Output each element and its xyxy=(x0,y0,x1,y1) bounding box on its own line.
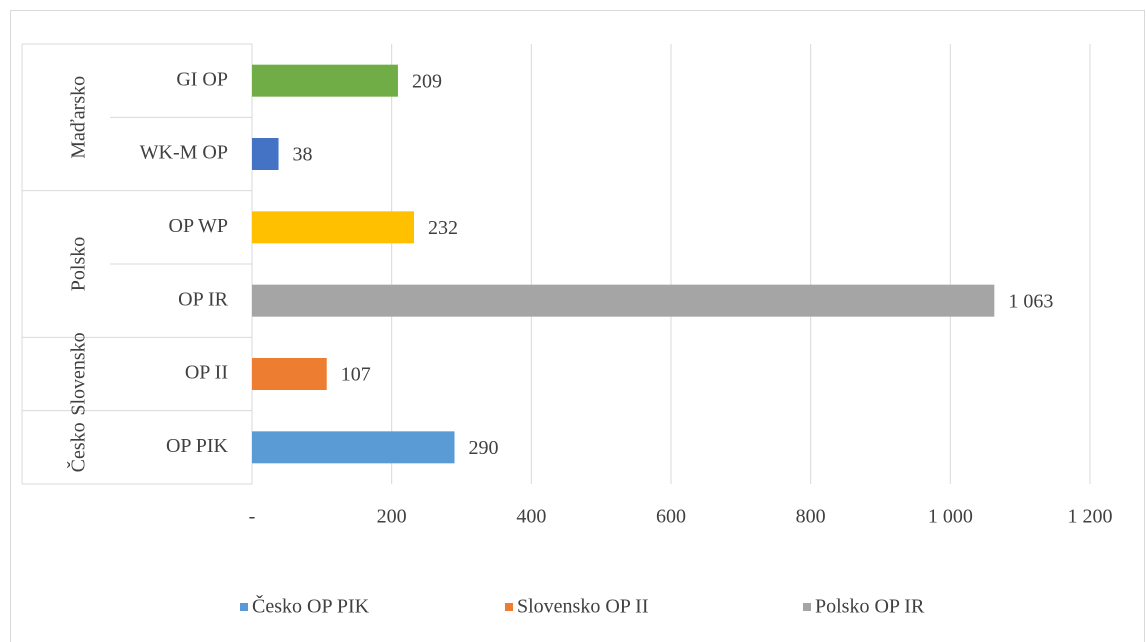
value-label: 209 xyxy=(412,70,442,92)
legend-label: Česko OP PIK xyxy=(252,594,370,618)
y-tick-label: OP II xyxy=(185,362,228,384)
bar xyxy=(252,138,279,170)
legend-label: Slovensko OP II xyxy=(517,596,648,618)
y-tick-label: OP IR xyxy=(178,288,228,310)
bar xyxy=(252,284,995,317)
y-tick-label: OP PIK xyxy=(166,435,229,457)
legend-swatch xyxy=(505,603,513,611)
legend-swatch xyxy=(803,603,811,611)
value-label: 232 xyxy=(428,217,458,239)
value-label: 38 xyxy=(293,144,313,166)
x-tick-label: 800 xyxy=(796,506,826,528)
y-tick-label: WK-M OP xyxy=(140,142,228,164)
value-label: 290 xyxy=(469,437,499,459)
x-tick-label: 400 xyxy=(516,506,546,528)
legend-label: Polsko OP IR xyxy=(815,596,925,618)
bar xyxy=(252,358,327,390)
value-label: 107 xyxy=(341,364,371,386)
bar xyxy=(252,431,455,464)
x-tick-label: 200 xyxy=(377,506,407,528)
y-tick-label: OP WP xyxy=(169,215,228,237)
group-label: Česko xyxy=(66,422,90,472)
x-tick-label: 600 xyxy=(656,506,686,528)
chart-border xyxy=(10,10,1145,642)
legend-swatch xyxy=(240,603,248,611)
x-tick-label: 1 000 xyxy=(928,506,973,528)
value-label: 1 063 xyxy=(1008,290,1053,312)
group-label: Maďarsko xyxy=(68,76,90,159)
bar xyxy=(252,211,415,244)
group-label: Polsko xyxy=(68,237,90,291)
group-label: Slovensko xyxy=(68,332,90,415)
x-tick-label: 1 200 xyxy=(1068,506,1113,528)
bar xyxy=(252,64,398,97)
y-tick-label: GI OP xyxy=(176,68,228,90)
x-tick-label: - xyxy=(249,506,256,528)
